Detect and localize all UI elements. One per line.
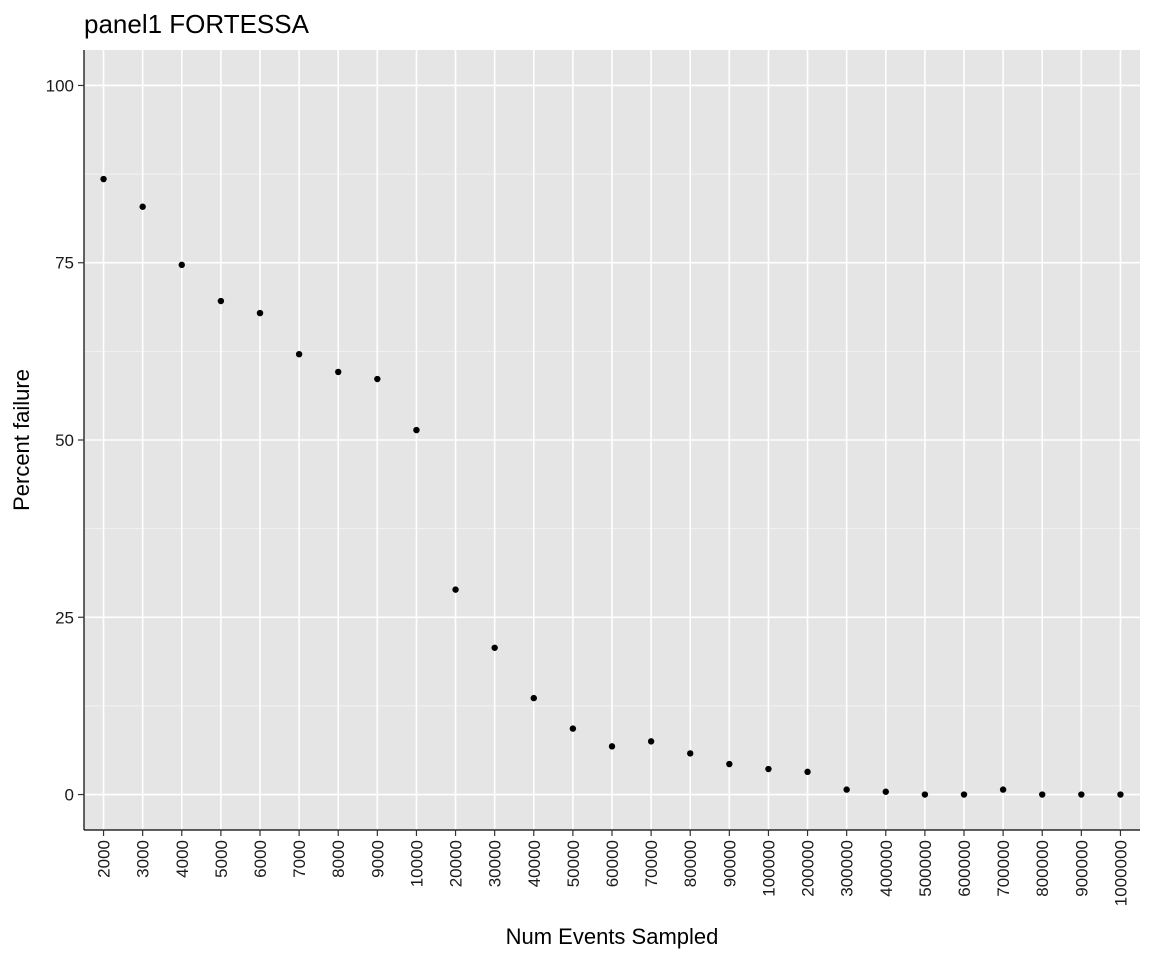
x-tick-label: 2000 xyxy=(95,840,114,878)
x-axis-title: Num Events Sampled xyxy=(506,924,719,949)
data-point xyxy=(726,760,733,768)
x-tick-label: 50000 xyxy=(564,840,583,887)
data-point xyxy=(647,738,655,745)
data-point xyxy=(100,175,107,183)
data-point xyxy=(335,368,342,376)
x-tick-label: 200000 xyxy=(799,840,818,897)
x-tick-label: 20000 xyxy=(447,840,466,887)
x-tick-label: 700000 xyxy=(994,840,1013,897)
x-tick-label: 800000 xyxy=(1033,840,1052,897)
x-tick-label: 500000 xyxy=(916,840,935,897)
x-tick-label: 100000 xyxy=(759,840,778,897)
y-tick-label: 0 xyxy=(65,786,74,805)
data-point xyxy=(843,786,850,793)
data-point xyxy=(1039,791,1046,798)
x-tick-label: 90000 xyxy=(720,840,739,887)
data-point xyxy=(530,694,537,702)
x-tick-label: 10000 xyxy=(407,840,426,887)
chart-title: panel1 FORTESSA xyxy=(84,9,310,39)
axes xyxy=(78,50,1140,836)
data-point xyxy=(139,203,146,210)
data-point xyxy=(804,768,811,776)
data-points xyxy=(100,175,1124,798)
x-tick-label: 900000 xyxy=(1072,840,1091,897)
x-tick-label: 70000 xyxy=(642,840,661,887)
y-tick-label: 75 xyxy=(55,254,74,273)
x-tick-label: 600000 xyxy=(955,840,974,897)
data-point xyxy=(1117,791,1124,798)
x-tick-label: 6000 xyxy=(251,840,270,878)
data-point xyxy=(374,375,381,383)
x-tick-label: 3000 xyxy=(134,840,153,878)
x-tick-label: 1000000 xyxy=(1111,840,1130,906)
x-tick-label: 80000 xyxy=(681,840,700,887)
x-tick-label: 9000 xyxy=(368,840,387,878)
data-point xyxy=(608,743,616,750)
data-point xyxy=(178,261,185,269)
data-point xyxy=(491,644,498,651)
x-tick-label: 60000 xyxy=(603,840,622,887)
y-tick-label: 25 xyxy=(55,608,74,627)
tick-labels: 0 25 50 75 100 2000 3000 4000 5000 6000 7000 8000 90… xyxy=(46,76,1131,906)
y-tick-label: 50 xyxy=(55,431,74,450)
x-tick-label: 5000 xyxy=(212,840,231,878)
data-point xyxy=(687,750,694,757)
data-point xyxy=(765,765,772,773)
data-point xyxy=(452,586,459,593)
x-tick-label: 300000 xyxy=(838,840,857,897)
x-tick-label: 7000 xyxy=(290,840,309,878)
data-point xyxy=(921,791,929,798)
data-point xyxy=(295,351,303,358)
y-axis-title: Percent failure xyxy=(9,369,34,511)
data-point xyxy=(960,791,968,798)
grid-lines xyxy=(84,50,1140,830)
data-point xyxy=(882,788,889,795)
data-point xyxy=(217,297,225,305)
y-tick-label: 100 xyxy=(46,76,74,95)
x-tick-label: 8000 xyxy=(329,840,348,878)
x-tick-label: 4000 xyxy=(173,840,192,878)
x-tick-label: 30000 xyxy=(486,840,505,887)
data-point xyxy=(413,426,420,434)
x-tick-label: 40000 xyxy=(525,840,544,887)
x-tick-label: 400000 xyxy=(877,840,896,897)
data-point xyxy=(1078,791,1085,798)
data-point xyxy=(256,309,264,317)
data-point xyxy=(569,725,577,732)
data-point xyxy=(999,786,1007,793)
